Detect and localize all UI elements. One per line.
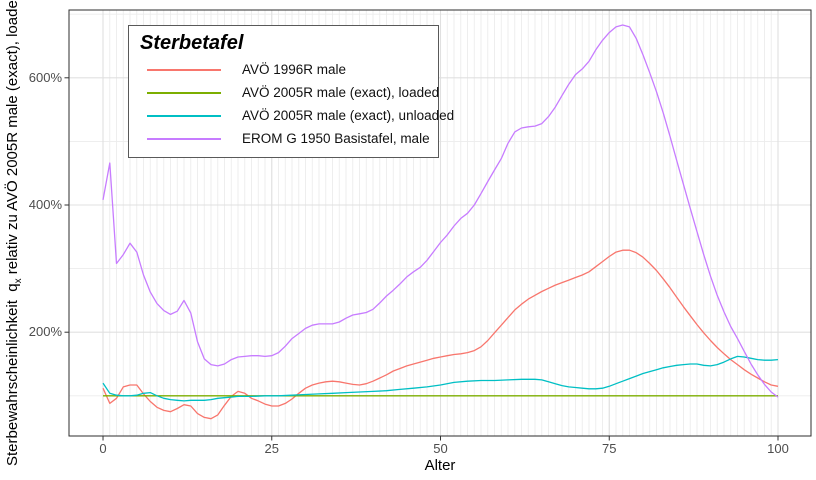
x-axis-title: Alter	[424, 457, 456, 474]
y-axis-title-text: Sterbewahrscheinlichkeit q	[4, 283, 21, 466]
series-line-erom-g-1950-basistafel-male	[102, 24, 779, 398]
y-axis-title: Sterbewahrscheinlichkeit qx relativ zu A…	[4, 0, 24, 466]
legend-item: AVÖ 1996R male	[129, 58, 438, 81]
legend-key-line-avo-2005r-loaded	[147, 91, 221, 94]
legend-key-line-avo-1996r	[147, 68, 221, 71]
x-tick-label: 50	[433, 441, 448, 456]
legend-item: AVÖ 2005R male (exact), loaded	[129, 81, 440, 104]
y-axis-title-subscript: x	[13, 278, 24, 284]
legend-item: EROM G 1950 Basistafel, male	[129, 127, 438, 150]
x-tick-label: 75	[602, 441, 617, 456]
panel-border	[68, 9, 812, 437]
legend-item-label: AVÖ 1996R male	[242, 62, 347, 77]
legend-item-label: AVÖ 2005R male (exact), loaded	[242, 85, 440, 100]
legend-box: Sterbetafel AVÖ 1996R male AVÖ 2005R mal…	[128, 25, 454, 158]
series-line-av-2005r-male-exact-unloaded	[102, 355, 779, 402]
y-axis-title-text-2: relativ zu AVÖ 2005R male (exact), loade…	[4, 0, 21, 279]
y-tick-label: 200%	[28, 324, 62, 340]
legend-item-label: EROM G 1950 Basistafel, male	[242, 131, 430, 146]
x-tick-label: 0	[99, 441, 107, 456]
series-line-av-1996r-male	[102, 249, 779, 420]
x-tick-label: 25	[264, 441, 279, 456]
y-tick-label: 400%	[28, 197, 62, 212]
legend-item-label: AVÖ 2005R male (exact), unloaded	[242, 108, 455, 123]
x-tick-label: 100	[767, 441, 789, 456]
y-tick-label: 600%	[28, 69, 62, 85]
legend-key-line-erom-g-1950	[147, 137, 221, 140]
legend-key-line-avo-2005r-unloaded	[147, 114, 221, 117]
legend-title: Sterbetafel	[140, 32, 244, 54]
legend-item: AVÖ 2005R male (exact), unloaded	[129, 104, 454, 127]
legend-rows: AVÖ 1996R male AVÖ 2005R male (exact), l…	[129, 58, 454, 150]
